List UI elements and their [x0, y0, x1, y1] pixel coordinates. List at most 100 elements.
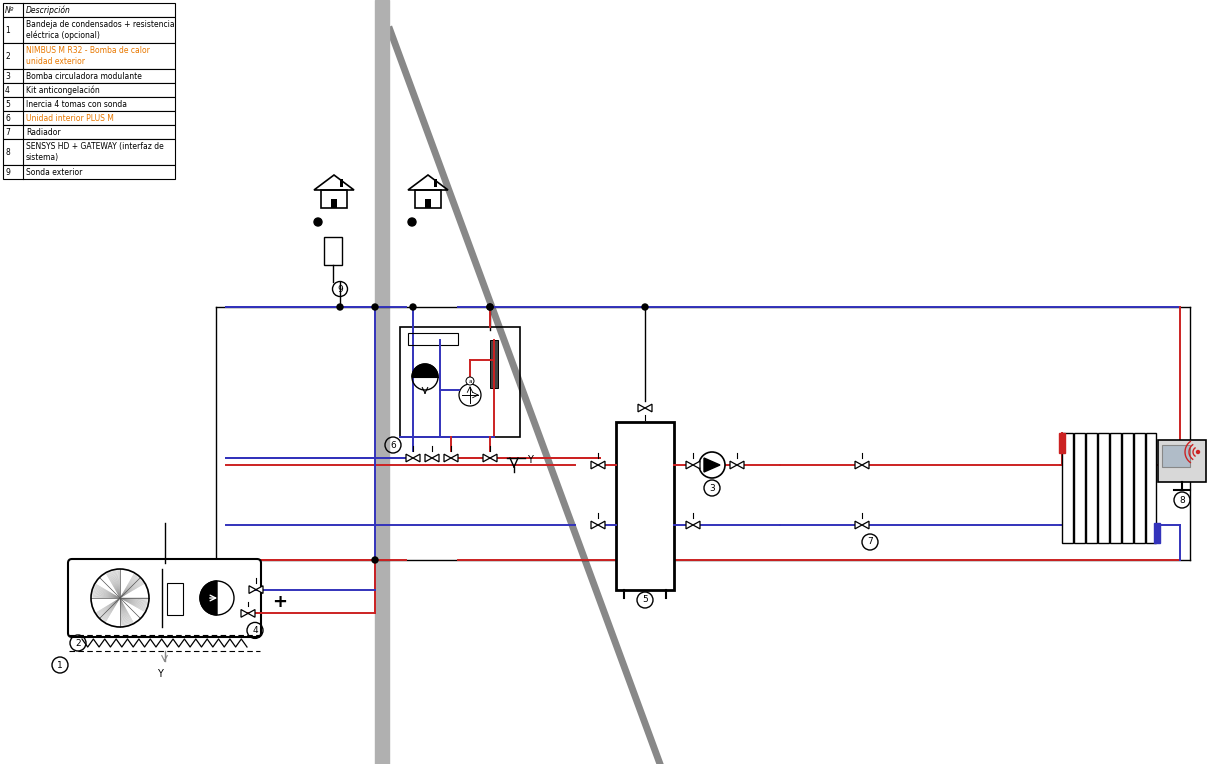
Text: 8: 8 — [1179, 496, 1185, 504]
Polygon shape — [686, 461, 692, 469]
Polygon shape — [241, 610, 248, 617]
Polygon shape — [200, 581, 217, 615]
Polygon shape — [444, 454, 451, 462]
Polygon shape — [855, 521, 862, 529]
Bar — [415, 190, 441, 208]
Polygon shape — [598, 521, 605, 529]
Text: 6: 6 — [391, 441, 395, 449]
Text: 7: 7 — [867, 538, 873, 546]
Polygon shape — [256, 586, 262, 594]
Polygon shape — [862, 461, 869, 469]
Text: 2: 2 — [5, 51, 10, 60]
Text: Descripción: Descripción — [26, 5, 71, 15]
Bar — [490, 340, 498, 388]
Bar — [1060, 433, 1064, 453]
Polygon shape — [432, 454, 439, 462]
Text: 8: 8 — [5, 147, 10, 157]
Polygon shape — [737, 461, 744, 469]
Bar — [408, 333, 458, 345]
Text: Bandeja de condensados + resistencia: Bandeja de condensados + resistencia — [26, 21, 175, 29]
Polygon shape — [425, 454, 432, 462]
Polygon shape — [686, 521, 692, 529]
Polygon shape — [731, 461, 737, 469]
FancyBboxPatch shape — [68, 559, 261, 637]
Bar — [1110, 433, 1121, 543]
Polygon shape — [411, 364, 439, 377]
Bar — [1162, 445, 1190, 467]
Bar — [324, 237, 342, 265]
Text: SENSYS HD + GATEWAY (interfaz de: SENSYS HD + GATEWAY (interfaz de — [26, 142, 164, 151]
Circle shape — [372, 557, 378, 563]
Bar — [2, 17, 175, 43]
Bar — [2, 69, 175, 83]
Text: NIMBUS M R32 - Bomba de calor: NIMBUS M R32 - Bomba de calor — [26, 47, 150, 55]
Bar — [2, 111, 175, 125]
Bar — [1154, 523, 1161, 543]
Bar — [2, 165, 175, 179]
Circle shape — [642, 304, 648, 310]
Bar — [1074, 433, 1085, 543]
Text: 1: 1 — [5, 25, 10, 34]
Text: unidad exterior: unidad exterior — [26, 57, 85, 66]
Text: a: a — [468, 378, 472, 384]
Bar — [2, 125, 175, 139]
Polygon shape — [591, 461, 598, 469]
Circle shape — [338, 304, 342, 310]
Bar — [375, 0, 389, 764]
Circle shape — [410, 304, 416, 310]
Bar — [1062, 433, 1073, 543]
Bar — [425, 199, 431, 208]
Circle shape — [466, 377, 474, 385]
Bar — [1146, 433, 1157, 543]
Bar — [2, 139, 175, 165]
Circle shape — [487, 304, 493, 310]
Polygon shape — [692, 461, 700, 469]
Text: 9: 9 — [338, 284, 342, 293]
Circle shape — [200, 581, 234, 615]
Text: Bomba circuladora modulante: Bomba circuladora modulante — [26, 72, 142, 80]
Polygon shape — [249, 586, 256, 594]
Bar — [616, 422, 674, 590]
Bar — [331, 199, 338, 208]
Polygon shape — [855, 461, 862, 469]
Bar — [168, 583, 184, 615]
Text: 6: 6 — [5, 114, 10, 122]
Bar — [2, 97, 175, 111]
Text: sistema): sistema) — [26, 154, 59, 162]
Polygon shape — [862, 521, 869, 529]
Circle shape — [314, 218, 322, 226]
Text: 3: 3 — [5, 72, 10, 80]
Polygon shape — [703, 458, 719, 472]
Text: 4: 4 — [253, 626, 257, 635]
Text: Y: Y — [156, 669, 163, 679]
Bar — [1158, 440, 1206, 482]
Text: 3: 3 — [710, 484, 715, 493]
Text: 5: 5 — [642, 595, 648, 604]
Text: eléctrica (opcional): eléctrica (opcional) — [26, 31, 100, 40]
Text: 5: 5 — [5, 99, 10, 108]
Text: 4: 4 — [5, 86, 10, 95]
Bar — [1087, 433, 1098, 543]
Bar — [400, 327, 520, 437]
Bar — [1122, 433, 1132, 543]
Circle shape — [372, 304, 378, 310]
Polygon shape — [451, 454, 458, 462]
Polygon shape — [591, 521, 598, 529]
Polygon shape — [407, 454, 413, 462]
Bar — [2, 3, 175, 17]
Bar — [434, 179, 437, 187]
Text: Y: Y — [527, 455, 533, 465]
Polygon shape — [413, 454, 420, 462]
Bar — [2, 43, 175, 69]
Bar — [340, 179, 342, 187]
Text: 1: 1 — [57, 661, 63, 669]
Text: Inercia 4 tomas con sonda: Inercia 4 tomas con sonda — [26, 99, 127, 108]
Text: Radiador: Radiador — [26, 128, 60, 137]
Text: Kit anticongelación: Kit anticongelación — [26, 86, 100, 95]
Polygon shape — [646, 404, 652, 412]
Polygon shape — [248, 610, 255, 617]
Bar — [1098, 433, 1109, 543]
Polygon shape — [490, 454, 496, 462]
Circle shape — [487, 304, 493, 310]
Circle shape — [699, 452, 724, 478]
